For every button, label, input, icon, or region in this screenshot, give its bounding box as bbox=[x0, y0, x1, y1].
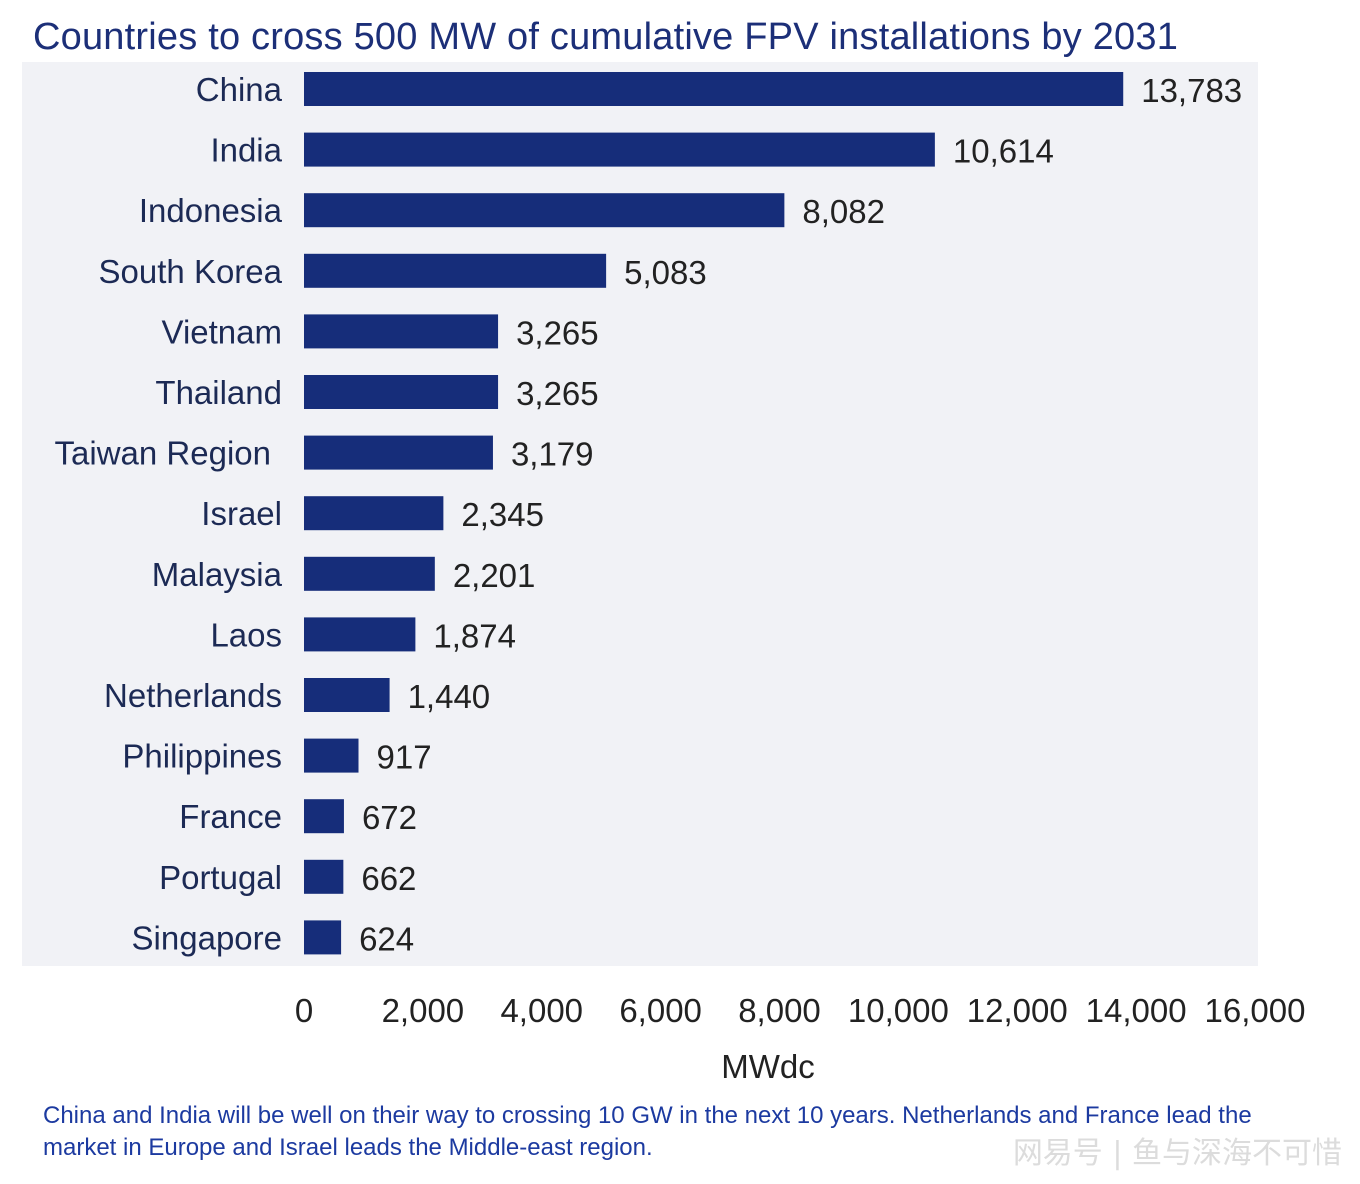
x-axis-title: MWdc bbox=[721, 1048, 815, 1085]
category-label: Vietnam bbox=[162, 313, 282, 350]
bar bbox=[304, 375, 499, 409]
category-label: South Korea bbox=[99, 253, 283, 290]
data-label: 2,201 bbox=[453, 557, 536, 594]
x-tick-label: 4,000 bbox=[500, 992, 583, 1029]
category-label: Indonesia bbox=[139, 192, 283, 229]
data-label: 624 bbox=[359, 920, 414, 957]
category-label: Portugal bbox=[159, 859, 282, 896]
category-label: India bbox=[210, 132, 282, 169]
bar bbox=[304, 72, 1124, 106]
data-label: 1,874 bbox=[433, 617, 516, 654]
category-label: Netherlands bbox=[104, 677, 282, 714]
bar bbox=[304, 253, 607, 288]
x-tick-label: 10,000 bbox=[848, 992, 949, 1029]
bar bbox=[304, 556, 435, 591]
bar bbox=[304, 496, 444, 531]
data-label: 662 bbox=[361, 860, 416, 897]
bar bbox=[304, 859, 344, 894]
x-tick-label: 0 bbox=[295, 992, 313, 1029]
category-label: Thailand bbox=[155, 374, 282, 411]
category-label: France bbox=[179, 798, 282, 835]
watermark: 网易号 | 鱼与深海不可惜 bbox=[1012, 1136, 1342, 1171]
data-label: 10,614 bbox=[953, 133, 1054, 170]
data-label: 3,265 bbox=[516, 314, 599, 351]
data-label: 3,179 bbox=[511, 436, 594, 473]
bar bbox=[304, 738, 359, 773]
data-label: 917 bbox=[377, 739, 432, 776]
bar bbox=[304, 435, 493, 470]
data-label: 13,783 bbox=[1141, 72, 1242, 109]
bar bbox=[304, 920, 342, 955]
x-tick-label: 14,000 bbox=[1086, 992, 1187, 1029]
x-tick-label: 12,000 bbox=[967, 992, 1068, 1029]
x-tick-label: 6,000 bbox=[619, 992, 702, 1029]
category-label: Laos bbox=[210, 616, 282, 653]
data-label: 8,082 bbox=[802, 193, 885, 230]
data-label: 3,265 bbox=[516, 375, 599, 412]
category-label: China bbox=[196, 71, 283, 108]
bar bbox=[304, 617, 416, 652]
category-label: Israel bbox=[201, 495, 282, 532]
category-label: Malaysia bbox=[152, 556, 283, 593]
x-tick-label: 16,000 bbox=[1205, 992, 1306, 1029]
bar bbox=[304, 132, 935, 167]
x-tick-label: 2,000 bbox=[382, 992, 465, 1029]
category-label: Taiwan Region bbox=[55, 435, 271, 472]
category-label: Singapore bbox=[132, 919, 282, 956]
category-label: Philippines bbox=[122, 738, 282, 775]
data-label: 2,345 bbox=[461, 496, 544, 533]
bar bbox=[304, 193, 785, 228]
bar bbox=[304, 314, 499, 349]
bar bbox=[304, 678, 390, 712]
data-label: 1,440 bbox=[408, 678, 491, 715]
x-tick-label: 8,000 bbox=[738, 992, 821, 1029]
chart-title: Countries to cross 500 MW of cumulative … bbox=[33, 16, 1179, 58]
data-label: 5,083 bbox=[624, 254, 707, 291]
caption: China and India will be well on their wa… bbox=[43, 1102, 1252, 1161]
bar bbox=[304, 799, 344, 834]
data-label: 672 bbox=[362, 799, 417, 836]
